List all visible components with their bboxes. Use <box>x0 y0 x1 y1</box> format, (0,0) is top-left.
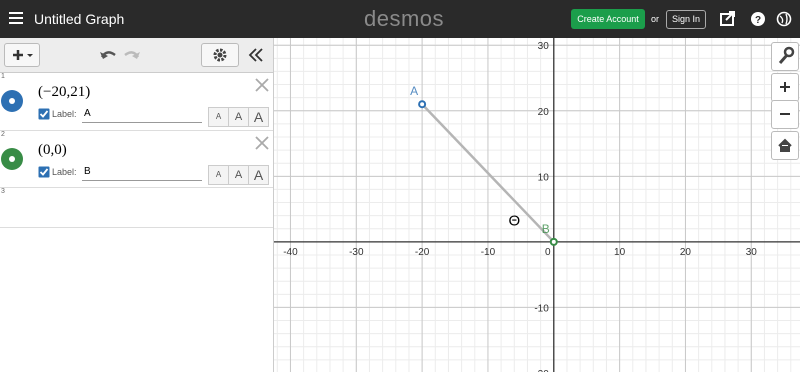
delete-button[interactable] <box>255 78 269 92</box>
expression-latex[interactable]: (−20,21) <box>38 84 91 100</box>
language-icon[interactable] <box>776 11 792 27</box>
point[interactable] <box>418 100 427 109</box>
x-tick-label: -20 <box>415 247 430 258</box>
row-number: 1 <box>1 73 5 80</box>
expression-row: 3 <box>0 187 273 228</box>
label-size-button[interactable]: A <box>228 165 249 185</box>
zoom-out-button[interactable] <box>771 100 799 129</box>
point-label: B <box>542 222 550 236</box>
x-tick-label: -30 <box>349 247 364 258</box>
expression-toolbar <box>0 38 273 73</box>
point-label: A <box>410 84 418 98</box>
x-tick-label: 0 <box>545 247 551 258</box>
home-button[interactable] <box>771 131 799 160</box>
label-checkbox[interactable] <box>38 108 50 120</box>
delete-button[interactable] <box>255 136 269 150</box>
help-icon[interactable]: ? <box>751 12 765 26</box>
x-tick-label: 20 <box>680 247 692 258</box>
header: Untitled Graph desmos Create Account or … <box>0 0 800 38</box>
label-prompt: Label: <box>52 167 77 177</box>
annotation: Θ <box>508 212 520 229</box>
label-checkbox[interactable] <box>38 166 50 178</box>
y-tick-label: 20 <box>538 107 550 118</box>
expression-latex[interactable]: (0,0) <box>38 142 67 158</box>
graph-paper[interactable]: -40 -30 -20 -10 0 10 20 30 -20 -10 10 20 30 A B Θ <box>274 38 800 372</box>
row-number: 2 <box>1 131 5 138</box>
y-tick-label: 10 <box>538 172 550 183</box>
label-size-button[interactable]: A <box>208 165 229 185</box>
label-size-button[interactable]: A <box>208 107 229 127</box>
y-tick-label: -20 <box>534 369 549 372</box>
x-tick-label: -40 <box>283 247 298 258</box>
label-input[interactable]: B <box>82 164 202 181</box>
icon-dot <box>9 98 15 104</box>
checkbox-check <box>39 110 49 118</box>
label-size-button[interactable]: A <box>228 107 249 127</box>
or-text: or <box>651 14 660 24</box>
delete-x <box>255 78 269 92</box>
x-tick-label: 30 <box>746 247 758 258</box>
delete-x <box>255 136 269 150</box>
settings-button[interactable] <box>201 43 239 67</box>
point[interactable] <box>549 237 558 246</box>
zoom-in-button[interactable] <box>771 73 799 102</box>
svg-text:?: ? <box>755 15 761 26</box>
create-account-button[interactable]: Create Account <box>571 9 645 29</box>
row-number: 3 <box>1 188 5 195</box>
segment <box>421 103 555 243</box>
label-prompt: Label: <box>52 109 77 119</box>
share-icon[interactable] <box>720 11 735 26</box>
y-tick-label: -10 <box>534 303 549 314</box>
label-size-button[interactable]: A <box>248 107 269 127</box>
header-icons: ? <box>720 11 792 27</box>
x-tick-label: -10 <box>481 247 496 258</box>
graph-title[interactable]: Untitled Graph <box>34 11 125 27</box>
sign-in-button[interactable]: Sign In <box>666 10 706 29</box>
expression-row: 1 (−20,21) Label: A A A A <box>0 72 273 131</box>
undo-redo[interactable] <box>98 47 142 63</box>
add-button[interactable] <box>4 43 40 67</box>
expression-row: 2 (0,0) Label: B A A A <box>0 130 273 188</box>
point-icon[interactable] <box>0 89 24 113</box>
collapse-button[interactable] <box>248 48 264 62</box>
y-tick-label: 30 <box>538 41 550 52</box>
expression-panel: 1 (−20,21) Label: A A A A 2 (0,0) Label: B A A A 3 <box>0 38 274 372</box>
graph-settings-button[interactable] <box>771 42 799 71</box>
logo: desmos <box>364 6 445 31</box>
icon-dot <box>9 156 15 162</box>
label-size-button[interactable]: A <box>248 165 269 185</box>
x-tick-label: 10 <box>614 247 626 258</box>
checkbox-check <box>39 168 49 176</box>
menu-icon[interactable] <box>9 12 23 24</box>
point-icon[interactable] <box>0 147 24 171</box>
label-input[interactable]: A <box>82 106 202 123</box>
